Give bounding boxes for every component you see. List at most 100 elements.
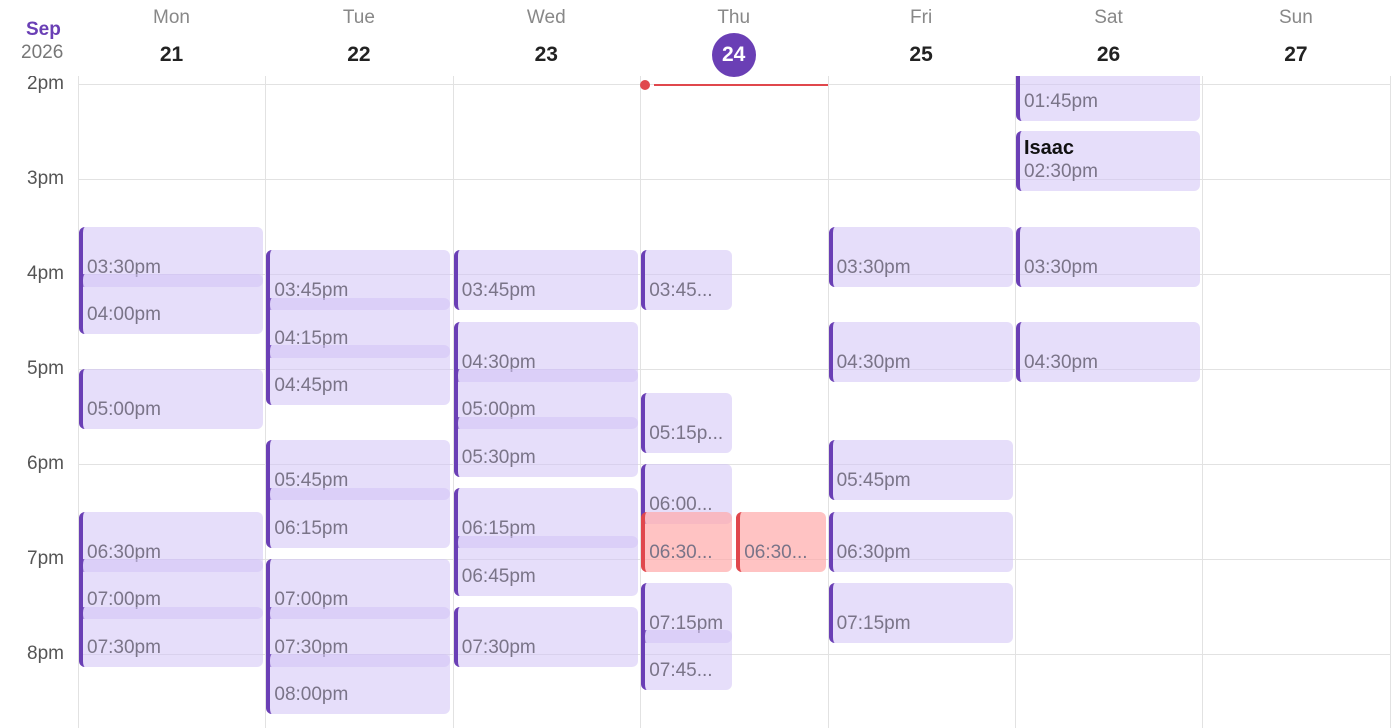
day-divider (1389, 70, 1391, 728)
event[interactable]: 08:00pm (266, 654, 451, 714)
day-date[interactable]: 24 (711, 33, 756, 77)
event-time: 07:15pm (836, 613, 911, 634)
event-time: 05:45pm (836, 470, 911, 491)
hour-line (78, 559, 1390, 560)
month-label: Sep (26, 19, 61, 40)
event-time: 04:45pm (274, 375, 349, 396)
event-time: 04:30pm (461, 352, 536, 373)
hour-label: 7pm (27, 548, 64, 569)
day-date[interactable]: 23 (534, 43, 558, 66)
hour-line (78, 464, 1390, 465)
event-time: 07:30pm (461, 637, 536, 658)
event-time: 06:45pm (461, 566, 536, 587)
event-time: 03:30pm (836, 257, 911, 278)
event-time: 02:30pm (1024, 161, 1098, 182)
event[interactable]: 06:30... (641, 512, 733, 572)
event[interactable]: 06:30... (736, 512, 827, 572)
hour-label: 8pm (27, 643, 64, 664)
hour-label: 4pm (27, 263, 64, 284)
day-name: Fri (910, 7, 933, 28)
event-time: 07:30pm (87, 637, 161, 658)
day-divider (827, 70, 829, 728)
event[interactable]: 07:45... (641, 630, 733, 690)
day-divider (265, 70, 267, 728)
day-divider (1015, 70, 1016, 728)
event[interactable]: 06:45pm (453, 536, 638, 596)
event[interactable]: 05:30pm (453, 417, 638, 477)
day-divider (78, 70, 79, 728)
event-time: 03:30pm (87, 257, 161, 278)
day-name: Sat (1094, 7, 1123, 28)
event-time: 05:30pm (461, 447, 536, 468)
hour-label: 3pm (27, 168, 64, 189)
event[interactable]: 03:30pm (828, 227, 1013, 287)
event[interactable]: 04:30pm (1016, 322, 1200, 382)
day-date[interactable]: 27 (1284, 43, 1308, 66)
event-time: 01:45pm (1024, 91, 1098, 112)
event-time: 03:30pm (1024, 257, 1098, 278)
hour-line (78, 179, 1390, 180)
day-name: Sun (1278, 7, 1313, 28)
day-name: Tue (342, 7, 375, 28)
event[interactable]: 07:30pm (79, 607, 263, 667)
event[interactable]: 04:30pm (828, 322, 1013, 382)
current-time-dot (640, 80, 650, 90)
day-date[interactable]: 22 (347, 43, 371, 66)
event-time: 03:45... (649, 280, 713, 301)
event[interactable]: 04:45pm (266, 345, 451, 405)
event-time: 06:15pm (461, 518, 536, 539)
hour-label: 5pm (27, 358, 64, 379)
event[interactable]: 03:45pm (453, 250, 638, 310)
event-time: 04:30pm (1024, 352, 1098, 373)
event[interactable]: 07:15pm (828, 583, 1013, 643)
event-time: 04:30pm (836, 352, 911, 373)
event-time: 08:00pm (274, 684, 349, 705)
event[interactable]: 03:30pm (1016, 227, 1200, 287)
event-time: 07:00pm (87, 589, 161, 610)
event[interactable]: Isaac 02:30pm (1016, 131, 1200, 191)
event-time: 03:45pm (274, 280, 349, 301)
day-divider (1202, 70, 1204, 728)
day-name: Mon (153, 7, 190, 28)
event-time: 04:15pm (274, 328, 349, 349)
event-time: 06:30... (649, 542, 713, 563)
event-time: 07:15pm (649, 613, 724, 634)
event-time: 06:15pm (274, 518, 349, 539)
event[interactable]: 05:15p... (641, 393, 733, 453)
event[interactable]: 04:00pm (79, 274, 263, 334)
event-time: 05:00pm (87, 399, 161, 420)
hour-label: 2pm (27, 73, 64, 94)
event-time: 04:00pm (87, 304, 161, 325)
event-time: 07:45... (649, 660, 713, 681)
event[interactable]: 07:30pm (453, 607, 638, 667)
event[interactable]: 05:00pm (79, 369, 263, 429)
event[interactable]: 06:30pm (828, 512, 1013, 572)
day-date[interactable]: 21 (159, 43, 184, 66)
event[interactable]: 05:45pm (828, 440, 1013, 500)
event-time: 07:00pm (274, 589, 349, 610)
event[interactable]: 03:45... (641, 250, 733, 310)
event-time: 06:30... (744, 542, 808, 563)
current-time-line (654, 84, 828, 86)
hour-line (78, 369, 1390, 370)
hour-line (78, 654, 1390, 655)
hour-label: 6pm (27, 453, 64, 474)
event-time: 07:30pm (274, 637, 349, 658)
event-time: 03:45pm (461, 280, 536, 301)
hour-line (78, 274, 1390, 275)
event-time: 05:00pm (461, 399, 536, 420)
event-time: 06:00... (649, 494, 713, 515)
event-time: 05:45pm (274, 470, 349, 491)
day-divider (452, 70, 454, 728)
event-time: 06:30pm (836, 542, 911, 563)
day-date[interactable]: 26 (1096, 43, 1121, 66)
event-title: Isaac (1024, 137, 1075, 159)
day-divider (640, 70, 642, 728)
day-name: Wed (526, 7, 566, 28)
event-time: 06:30pm (87, 542, 161, 563)
day-date[interactable]: 25 (909, 43, 933, 66)
event-time: 05:15p... (649, 423, 724, 444)
event[interactable]: 06:15pm (266, 488, 451, 548)
year-label: 2026 (21, 42, 64, 63)
